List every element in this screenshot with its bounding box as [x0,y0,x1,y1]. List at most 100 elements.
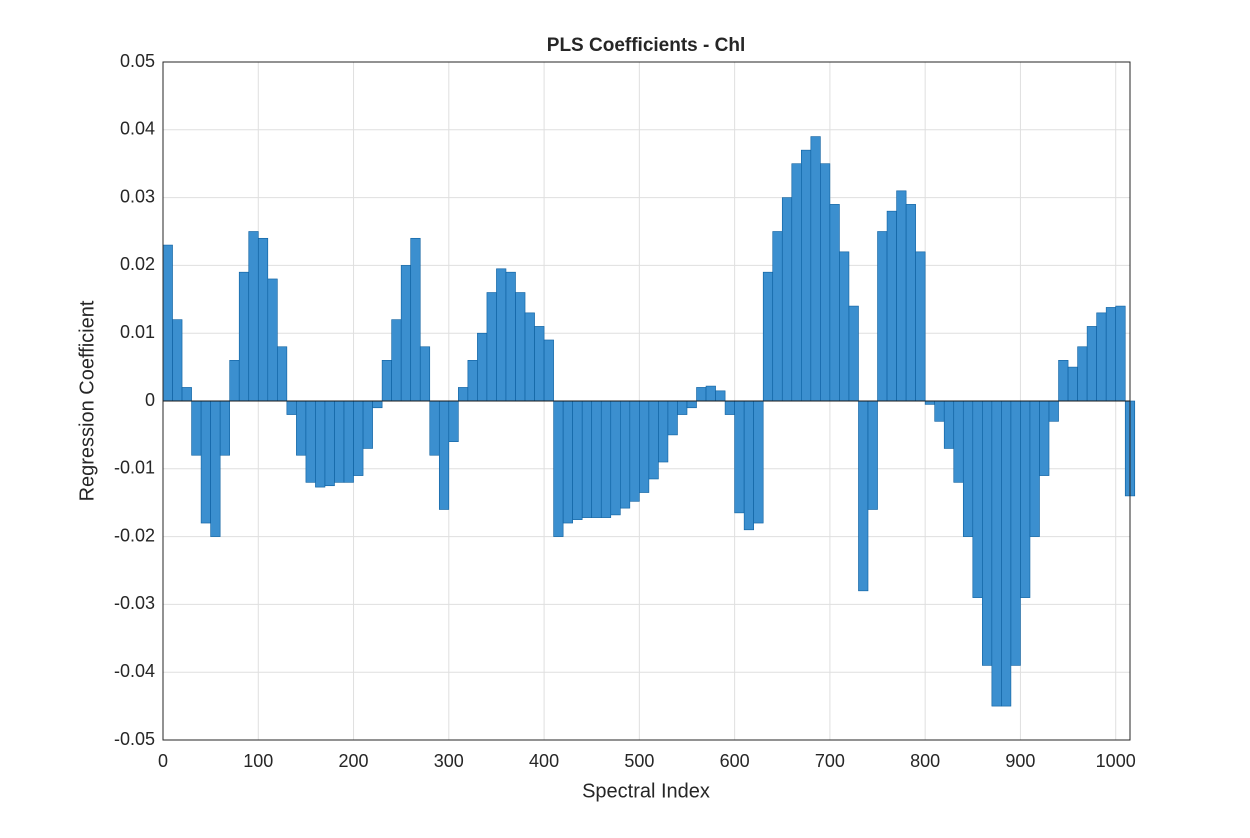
x-tick-label: 1000 [1096,751,1136,771]
bar [296,400,307,456]
bar [343,400,354,483]
bar [505,271,516,402]
bar [762,271,774,402]
bar [229,360,240,402]
bar [877,231,888,402]
y-tick-label: 0.05 [120,51,155,71]
bar [677,400,688,415]
bar [810,136,821,402]
bar [438,400,450,510]
y-tick-label: -0.02 [114,525,155,545]
bar [200,400,211,524]
y-tick-label: 0.03 [120,186,155,206]
bar [1029,400,1040,537]
bar [429,400,440,456]
bar [419,346,431,402]
bar [962,400,974,537]
bar [791,163,802,402]
bar [943,400,955,449]
bar [705,385,716,402]
x-tick-label: 400 [529,751,559,771]
bar [915,251,926,402]
y-tick-label: 0 [145,390,155,410]
x-tick-label: 500 [624,751,654,771]
bar [458,387,469,402]
chart-title: PLS Coefficients - Chl [547,35,745,56]
x-tick-label: 600 [720,751,750,771]
y-tick-label: 0.04 [120,119,155,139]
bar [334,400,345,483]
bar [1058,360,1069,402]
bar [724,400,735,415]
bar [353,400,364,476]
bar [534,326,545,402]
x-tick-label: 100 [243,751,273,771]
bar [753,400,764,524]
bar [696,387,707,402]
bar [848,305,859,402]
bar [886,210,897,402]
bar [381,360,392,402]
bar [600,400,612,518]
bar [667,400,678,436]
x-tick-label: 800 [910,751,940,771]
bar [324,400,335,487]
bar [1105,307,1117,402]
x-tick-label: 900 [1005,751,1035,771]
bar [467,360,478,402]
bar [1086,326,1097,402]
bar [277,346,288,402]
bar [267,278,278,402]
x-tick-label: 700 [815,751,845,771]
bar [286,400,297,415]
bar [982,400,993,666]
y-axis-label: Regression Coefficient [76,300,98,501]
bar [772,231,783,402]
bar [1010,400,1021,666]
bar [639,400,650,493]
bar [219,400,230,456]
bar [1039,400,1050,476]
bar [610,400,621,516]
bar [562,400,573,524]
x-tick-label: 0 [158,751,168,771]
bar [658,400,669,463]
bar [1115,305,1126,402]
y-tick-label: -0.03 [114,593,155,613]
bar [839,251,850,402]
plot-frame [162,61,1131,741]
bar [372,400,383,409]
bar [1096,312,1107,402]
bar [781,197,793,402]
bar [248,231,259,402]
bar [620,400,631,509]
bar [953,400,964,483]
y-tick-label: 0.02 [120,254,155,274]
bar [477,332,488,402]
bar [162,244,173,402]
y-tick-label: -0.01 [114,458,155,478]
bar [400,265,412,402]
y-tick-label: -0.04 [114,661,155,681]
bar [315,400,326,488]
bar [896,190,907,402]
bar [181,387,192,402]
bar [686,400,697,409]
bar [486,292,497,402]
bar [1001,400,1012,707]
bar [391,319,402,402]
bar [1077,346,1088,402]
bar [553,400,564,537]
x-tick-label: 300 [434,751,464,771]
bar [820,163,831,402]
bar [410,237,421,402]
bar [801,149,812,402]
bar [867,400,878,510]
bar [648,400,659,480]
bar [581,400,593,518]
bar [743,400,754,531]
bar [191,400,202,456]
bar [629,400,640,502]
